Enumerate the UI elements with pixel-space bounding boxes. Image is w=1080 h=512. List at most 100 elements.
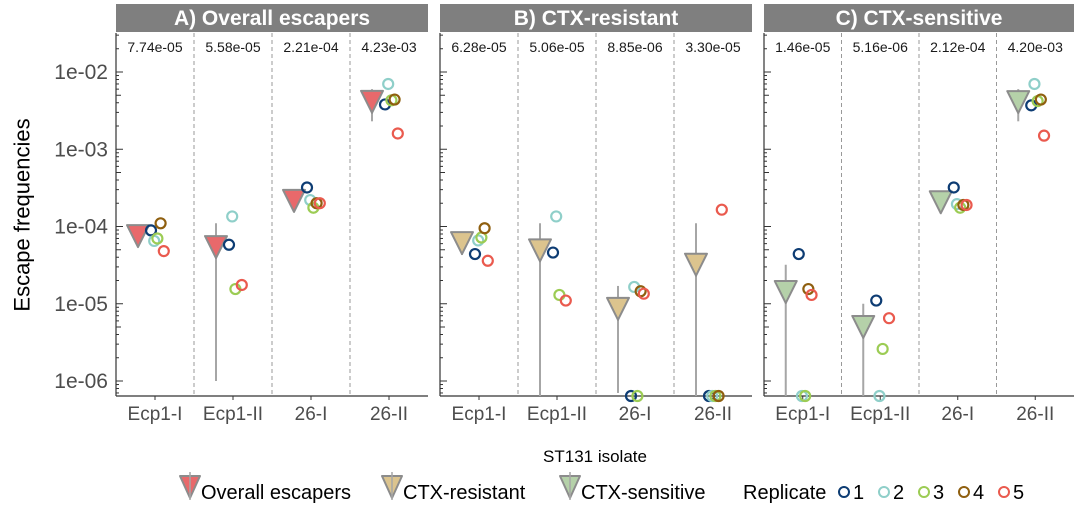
replicate-point-5	[559, 294, 572, 307]
replicate-point-5	[805, 288, 818, 302]
panel-title: C) CTX-sensitive	[836, 7, 1003, 30]
legend-item-ctx-sensitive: CTX-sensitive	[559, 472, 705, 504]
y-axis-title: Escape frequencies	[10, 118, 35, 311]
mean-marker	[773, 280, 798, 305]
replicate-point-5	[960, 198, 973, 212]
legend-replicate-2: 2	[878, 482, 904, 504]
replicate-point-1	[300, 181, 314, 194]
mean-marker	[606, 296, 630, 321]
group-26-I: 2.21e-04 26-I	[271, 33, 339, 425]
panels: A) Overall escapers 7.74e-05 Ecp1-I 5.58e-0…	[115, 4, 1074, 425]
replicate-point-2	[873, 389, 886, 403]
replicate-point-4	[478, 222, 491, 235]
x-tick-label: Ecp1-I	[775, 404, 830, 425]
x-tick-label: Ecp1-II	[203, 404, 263, 425]
replicate-point-1	[792, 247, 805, 261]
y-tick-label: 1e-05	[54, 293, 108, 316]
mean-marker	[1006, 90, 1031, 115]
replicate-point-1	[222, 238, 236, 251]
group-Ecp1-I: 1.46e-05 Ecp1-I	[773, 39, 831, 425]
legend-circle-icon	[918, 486, 930, 498]
group-Ecp1-II: 5.58e-05 Ecp1-II	[193, 33, 263, 425]
group-Ecp1-II: 5.16e-06 Ecp1-II	[841, 33, 910, 425]
replicate-point-4	[1034, 93, 1047, 106]
replicate-point-5	[481, 254, 494, 267]
y-tick-label: 1e-03	[54, 138, 108, 161]
x-axis-title: ST131 isolate	[543, 447, 647, 466]
group-26-I: 8.85e-06 26-I	[595, 33, 663, 425]
x-tick-label: 26-I	[295, 404, 328, 425]
mean-marker	[450, 231, 474, 256]
replicate-point-4	[634, 285, 647, 298]
x-tick-label: Ecp1-II	[527, 404, 587, 425]
replicate-point-2	[1028, 77, 1041, 91]
mean-marker	[928, 190, 953, 215]
x-tick-label: 26-I	[619, 404, 652, 425]
mean-marker	[126, 224, 150, 249]
panel-strip	[764, 4, 1074, 32]
replicate-point-3	[151, 232, 164, 245]
replicate-point-4	[802, 282, 815, 296]
y-tick-label: 1e-02	[54, 61, 108, 84]
legend-replicate-label: 5	[1013, 482, 1024, 504]
mean-label: 8.85e-06	[607, 39, 662, 55]
replicate-point-3	[553, 288, 566, 302]
legend-circle-icon	[998, 486, 1010, 498]
mean-label: 5.16e-06	[853, 39, 908, 55]
replicate-point-1	[468, 247, 482, 261]
replicate-point-3	[799, 389, 812, 403]
group-26-II: 4.23e-03 26-II	[349, 33, 417, 425]
mean-label: 5.58e-05	[205, 39, 260, 55]
x-tick-label: 26-II	[694, 404, 732, 425]
replicate-point-4	[154, 217, 167, 230]
replicate-point-1	[870, 294, 883, 307]
group-Ecp1-I: 6.28e-05 Ecp1-I	[450, 39, 507, 425]
group-Ecp1-I: 7.74e-05 Ecp1-I	[126, 39, 183, 425]
replicate-point-2	[472, 234, 485, 247]
legend-replicate-4: 4	[958, 482, 984, 504]
legend-replicate-label: 1	[853, 482, 864, 504]
legend-replicate-label: 2	[893, 482, 904, 504]
replicate-point-5	[1037, 129, 1051, 142]
legend-replicate-label: 4	[973, 482, 984, 504]
mean-label: 4.20e-03	[1008, 39, 1063, 55]
mean-marker	[684, 252, 708, 277]
replicate-point-2	[382, 77, 395, 91]
mean-label: 2.12e-04	[930, 39, 985, 55]
replicate-point-2	[550, 210, 563, 223]
legend-replicate-3: 3	[918, 482, 944, 504]
group-Ecp1-II: 5.06e-05 Ecp1-II	[517, 33, 587, 425]
mean-label: 1.46e-05	[775, 39, 830, 55]
panel-3: C) CTX-sensitive 1.46e-05 Ecp1-I 5.16e-06 Ec…	[763, 4, 1074, 425]
legend-replicate-label: 3	[933, 482, 944, 504]
replicate-point-1	[947, 181, 960, 194]
replicate-point-3	[631, 389, 644, 403]
replicate-point-5	[235, 278, 248, 292]
mean-marker	[528, 238, 552, 263]
legend-replicate-1: 1	[838, 482, 864, 504]
replicate-point-5	[313, 197, 326, 210]
replicate-point-1	[546, 246, 560, 259]
legend-circle-icon	[958, 486, 970, 498]
replicate-point-2	[148, 234, 161, 248]
x-tick-label: Ecp1-I	[452, 404, 507, 425]
legend-label: Overall escapers	[201, 482, 351, 504]
legend-item-overall-escapers: Overall escapers	[179, 472, 351, 504]
mean-marker	[282, 188, 306, 213]
legend-label: CTX-resistant	[403, 482, 526, 504]
replicate-point-4	[388, 93, 401, 106]
replicate-point-5	[637, 287, 650, 300]
mean-label: 2.21e-04	[283, 39, 338, 55]
legend-circle-icon	[838, 486, 850, 498]
panel-2: B) CTX-resistant 6.28e-05 Ecp1-I 5.06e-05 Ec…	[439, 4, 752, 425]
x-tick-label: Ecp1-II	[850, 404, 910, 425]
group-26-I: 2.12e-04 26-I	[918, 33, 986, 425]
mean-label: 7.74e-05	[127, 39, 182, 55]
x-tick-label: 26-II	[370, 404, 408, 425]
mean-label: 5.06e-05	[529, 39, 584, 55]
y-tick-label: 1e-06	[54, 370, 108, 393]
replicate-point-3	[876, 342, 889, 356]
legend-replicate-title: Replicate	[743, 482, 826, 504]
replicate-point-5	[882, 312, 896, 325]
